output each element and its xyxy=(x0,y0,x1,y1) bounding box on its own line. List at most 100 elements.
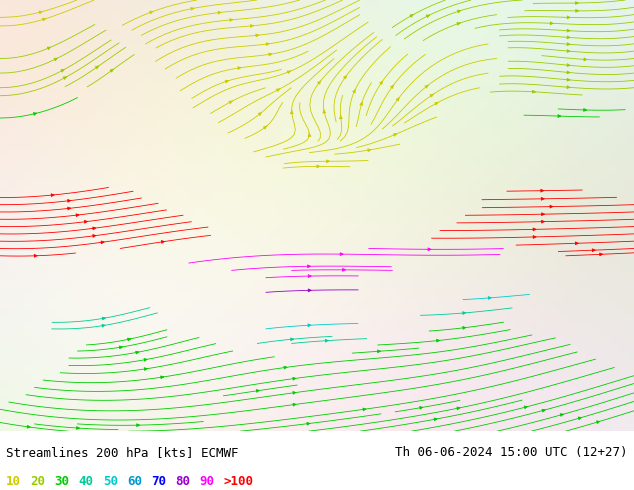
FancyArrowPatch shape xyxy=(360,101,363,105)
FancyArrowPatch shape xyxy=(160,376,164,379)
FancyArrowPatch shape xyxy=(318,81,321,84)
FancyArrowPatch shape xyxy=(542,409,545,412)
FancyArrowPatch shape xyxy=(110,69,113,72)
FancyArrowPatch shape xyxy=(420,406,423,409)
FancyArrowPatch shape xyxy=(293,377,296,380)
FancyArrowPatch shape xyxy=(391,85,394,88)
FancyArrowPatch shape xyxy=(39,11,42,14)
FancyArrowPatch shape xyxy=(137,424,139,427)
FancyArrowPatch shape xyxy=(269,53,272,56)
FancyArrowPatch shape xyxy=(93,227,96,230)
FancyArrowPatch shape xyxy=(119,346,122,349)
FancyArrowPatch shape xyxy=(567,29,570,32)
FancyArrowPatch shape xyxy=(457,23,460,25)
FancyArrowPatch shape xyxy=(437,339,439,342)
FancyArrowPatch shape xyxy=(550,205,553,208)
FancyArrowPatch shape xyxy=(307,265,311,268)
FancyArrowPatch shape xyxy=(342,269,346,271)
FancyArrowPatch shape xyxy=(266,43,269,46)
FancyArrowPatch shape xyxy=(541,189,544,192)
FancyArrowPatch shape xyxy=(592,249,595,252)
FancyArrowPatch shape xyxy=(27,425,30,428)
FancyArrowPatch shape xyxy=(410,15,413,17)
FancyArrowPatch shape xyxy=(317,165,320,168)
FancyArrowPatch shape xyxy=(434,418,437,421)
FancyArrowPatch shape xyxy=(290,338,294,341)
FancyArrowPatch shape xyxy=(576,1,578,4)
FancyArrowPatch shape xyxy=(256,34,259,37)
FancyArrowPatch shape xyxy=(533,90,536,93)
Text: 80: 80 xyxy=(175,475,190,488)
FancyArrowPatch shape xyxy=(308,289,311,292)
FancyArrowPatch shape xyxy=(48,47,51,49)
FancyArrowPatch shape xyxy=(61,70,64,72)
FancyArrowPatch shape xyxy=(225,80,228,83)
FancyArrowPatch shape xyxy=(576,242,578,245)
FancyArrowPatch shape xyxy=(584,58,587,61)
FancyArrowPatch shape xyxy=(76,214,79,217)
FancyArrowPatch shape xyxy=(368,149,371,151)
Text: >100: >100 xyxy=(223,475,253,488)
FancyArrowPatch shape xyxy=(524,406,527,409)
FancyArrowPatch shape xyxy=(34,254,37,257)
FancyArrowPatch shape xyxy=(430,94,434,97)
FancyArrowPatch shape xyxy=(576,9,579,12)
FancyArrowPatch shape xyxy=(256,390,259,392)
FancyArrowPatch shape xyxy=(307,422,310,425)
Text: Th 06-06-2024 15:00 UTC (12+27): Th 06-06-2024 15:00 UTC (12+27) xyxy=(395,446,628,459)
FancyArrowPatch shape xyxy=(394,134,397,136)
FancyArrowPatch shape xyxy=(127,338,131,341)
FancyArrowPatch shape xyxy=(380,81,383,84)
FancyArrowPatch shape xyxy=(229,101,232,104)
FancyArrowPatch shape xyxy=(230,19,233,22)
FancyArrowPatch shape xyxy=(567,78,570,81)
FancyArrowPatch shape xyxy=(597,421,600,423)
FancyArrowPatch shape xyxy=(68,199,70,202)
FancyArrowPatch shape xyxy=(325,340,328,342)
FancyArrowPatch shape xyxy=(463,312,465,315)
FancyArrowPatch shape xyxy=(284,366,287,369)
FancyArrowPatch shape xyxy=(533,236,536,238)
FancyArrowPatch shape xyxy=(238,67,241,70)
FancyArrowPatch shape xyxy=(308,324,311,327)
FancyArrowPatch shape xyxy=(567,36,570,39)
FancyArrowPatch shape xyxy=(102,324,105,327)
FancyArrowPatch shape xyxy=(488,296,491,299)
FancyArrowPatch shape xyxy=(344,75,347,79)
FancyArrowPatch shape xyxy=(63,77,67,79)
FancyArrowPatch shape xyxy=(96,66,99,69)
FancyArrowPatch shape xyxy=(264,126,267,129)
FancyArrowPatch shape xyxy=(276,89,280,92)
FancyArrowPatch shape xyxy=(560,414,564,416)
Text: 50: 50 xyxy=(103,475,118,488)
Text: 40: 40 xyxy=(79,475,94,488)
FancyArrowPatch shape xyxy=(102,317,105,320)
FancyArrowPatch shape xyxy=(308,275,311,277)
FancyArrowPatch shape xyxy=(218,11,221,14)
FancyArrowPatch shape xyxy=(42,18,46,21)
FancyArrowPatch shape xyxy=(567,71,570,74)
Text: 30: 30 xyxy=(55,475,70,488)
FancyArrowPatch shape xyxy=(428,248,431,251)
FancyArrowPatch shape xyxy=(425,85,428,88)
Text: 20: 20 xyxy=(30,475,46,488)
FancyArrowPatch shape xyxy=(51,194,54,196)
FancyArrowPatch shape xyxy=(541,220,545,223)
FancyArrowPatch shape xyxy=(463,326,466,329)
FancyArrowPatch shape xyxy=(567,43,570,46)
FancyArrowPatch shape xyxy=(377,350,380,353)
FancyArrowPatch shape xyxy=(541,213,545,216)
FancyArrowPatch shape xyxy=(287,71,290,74)
FancyArrowPatch shape xyxy=(323,109,326,113)
FancyArrowPatch shape xyxy=(567,64,570,67)
FancyArrowPatch shape xyxy=(363,408,366,411)
FancyArrowPatch shape xyxy=(162,241,164,244)
FancyArrowPatch shape xyxy=(578,417,581,419)
FancyArrowPatch shape xyxy=(339,115,342,119)
FancyArrowPatch shape xyxy=(533,228,536,231)
FancyArrowPatch shape xyxy=(293,403,296,406)
FancyArrowPatch shape xyxy=(435,102,438,105)
FancyArrowPatch shape xyxy=(541,197,544,200)
FancyArrowPatch shape xyxy=(567,49,570,52)
FancyArrowPatch shape xyxy=(144,368,147,370)
